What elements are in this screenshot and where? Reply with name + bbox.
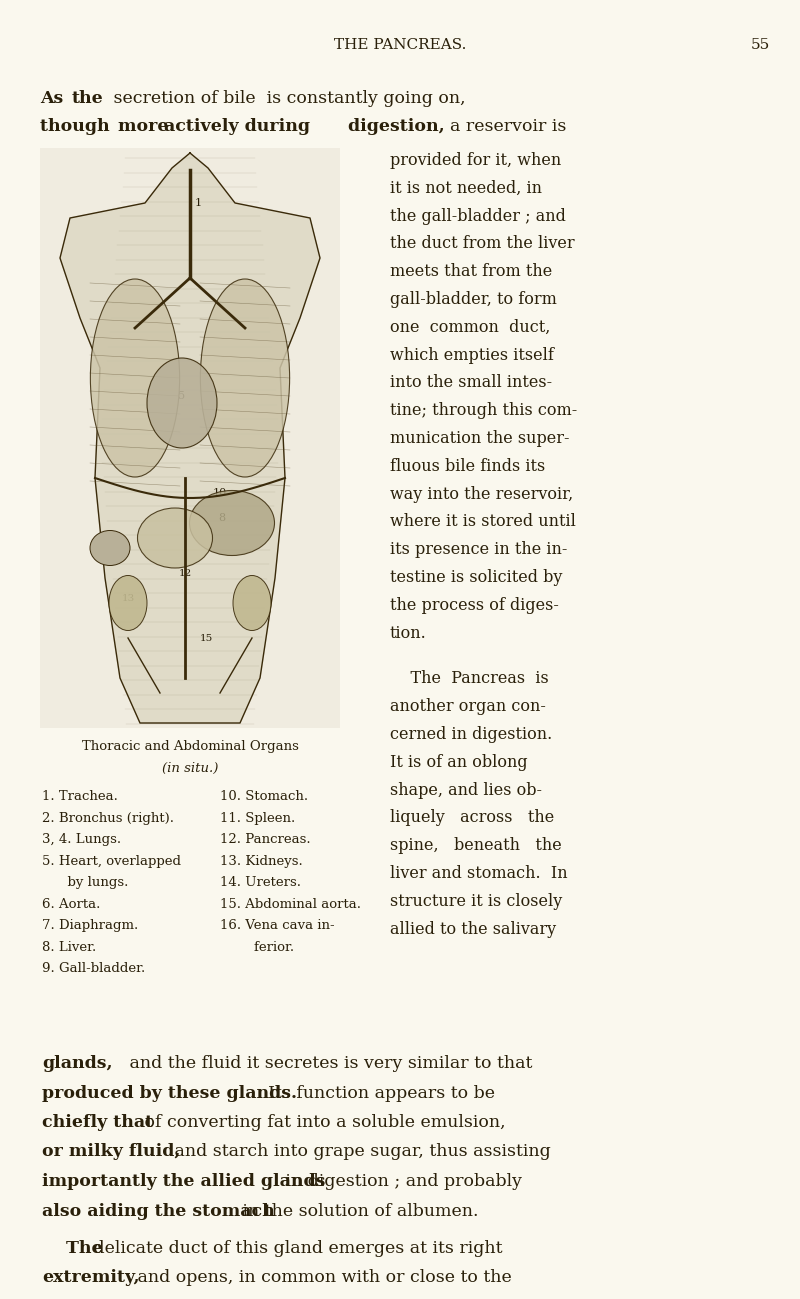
Text: It is of an oblong: It is of an oblong bbox=[390, 753, 528, 770]
Polygon shape bbox=[60, 153, 320, 724]
Text: As: As bbox=[40, 90, 70, 107]
Ellipse shape bbox=[200, 279, 290, 477]
Text: of converting fat into a soluble emulsion,: of converting fat into a soluble emulsio… bbox=[139, 1115, 506, 1131]
Text: its presence in the in-: its presence in the in- bbox=[390, 542, 567, 559]
Text: Its function appears to be: Its function appears to be bbox=[257, 1085, 495, 1102]
Text: 11. Spleen.: 11. Spleen. bbox=[220, 812, 295, 825]
Text: 6. Aorta.: 6. Aorta. bbox=[42, 898, 100, 911]
Text: tion.: tion. bbox=[390, 625, 426, 642]
Text: the gall-bladder ; and: the gall-bladder ; and bbox=[390, 208, 566, 225]
Text: 2. Bronchus (right).: 2. Bronchus (right). bbox=[42, 812, 174, 825]
Ellipse shape bbox=[233, 575, 271, 630]
Text: 14. Ureters.: 14. Ureters. bbox=[220, 876, 301, 889]
Text: also aiding the stomach: also aiding the stomach bbox=[42, 1203, 274, 1220]
Text: tine; through this com-: tine; through this com- bbox=[390, 403, 578, 420]
Text: the duct from the liver: the duct from the liver bbox=[390, 235, 574, 252]
Text: extremity,: extremity, bbox=[42, 1269, 140, 1286]
Text: THE PANCREAS.: THE PANCREAS. bbox=[334, 38, 466, 52]
Text: gall-bladder, to form: gall-bladder, to form bbox=[390, 291, 557, 308]
Ellipse shape bbox=[109, 575, 147, 630]
Text: liquely   across   the: liquely across the bbox=[390, 809, 554, 826]
Text: liver and stomach.  In: liver and stomach. In bbox=[390, 865, 568, 882]
Text: or milky fluid,: or milky fluid, bbox=[42, 1143, 181, 1160]
Ellipse shape bbox=[138, 508, 213, 568]
Text: 5. Heart, overlapped: 5. Heart, overlapped bbox=[42, 855, 181, 868]
Text: munication the super-: munication the super- bbox=[390, 430, 570, 447]
Text: 10. Stomach.: 10. Stomach. bbox=[220, 790, 308, 803]
Text: 15. Abdominal aorta.: 15. Abdominal aorta. bbox=[220, 898, 361, 911]
Text: 5: 5 bbox=[178, 391, 186, 401]
Text: the: the bbox=[72, 90, 104, 107]
Text: 16. Vena cava in-: 16. Vena cava in- bbox=[220, 918, 334, 931]
Text: 7. Diaphragm.: 7. Diaphragm. bbox=[42, 918, 138, 931]
Text: it is not needed, in: it is not needed, in bbox=[390, 179, 542, 197]
Text: 15: 15 bbox=[200, 634, 214, 643]
Text: spine,   beneath   the: spine, beneath the bbox=[390, 837, 562, 855]
Text: 12: 12 bbox=[178, 569, 192, 578]
Text: cerned in digestion.: cerned in digestion. bbox=[390, 726, 552, 743]
Text: 55: 55 bbox=[750, 38, 770, 52]
Text: though: though bbox=[40, 118, 116, 135]
Text: which empties itself: which empties itself bbox=[390, 347, 554, 364]
Text: and the fluid it secretes is very similar to that: and the fluid it secretes is very simila… bbox=[124, 1055, 532, 1072]
Text: 8: 8 bbox=[218, 513, 226, 523]
Text: in digestion ; and probably: in digestion ; and probably bbox=[280, 1173, 522, 1190]
Text: into the small intes-: into the small intes- bbox=[390, 374, 552, 391]
Text: allied to the salivary: allied to the salivary bbox=[390, 921, 556, 938]
Text: importantly the allied glands: importantly the allied glands bbox=[42, 1173, 326, 1190]
Ellipse shape bbox=[190, 491, 274, 556]
Text: by lungs.: by lungs. bbox=[42, 876, 128, 889]
Text: 10: 10 bbox=[213, 488, 227, 498]
Text: The  Pancreas  is: The Pancreas is bbox=[390, 670, 549, 687]
Text: 1: 1 bbox=[195, 197, 202, 208]
Text: one  common  duct,: one common duct, bbox=[390, 318, 550, 336]
Text: meets that from the: meets that from the bbox=[390, 264, 552, 281]
FancyBboxPatch shape bbox=[40, 148, 340, 727]
Text: produced by these glands.: produced by these glands. bbox=[42, 1085, 297, 1102]
Text: secretion of bile  is constantly going on,: secretion of bile is constantly going on… bbox=[108, 90, 466, 107]
Text: fluous bile finds its: fluous bile finds its bbox=[390, 457, 546, 475]
Text: 13: 13 bbox=[122, 594, 134, 603]
Text: 8. Liver.: 8. Liver. bbox=[42, 940, 96, 953]
Text: 12. Pancreas.: 12. Pancreas. bbox=[220, 833, 310, 846]
Text: The: The bbox=[42, 1241, 102, 1257]
Text: more: more bbox=[118, 118, 174, 135]
Text: actively during: actively during bbox=[164, 118, 316, 135]
Ellipse shape bbox=[90, 530, 130, 565]
Text: 1. Trachea.: 1. Trachea. bbox=[42, 790, 118, 803]
Ellipse shape bbox=[147, 359, 217, 448]
Text: way into the reservoir,: way into the reservoir, bbox=[390, 486, 574, 503]
Text: another organ con-: another organ con- bbox=[390, 698, 546, 716]
Text: delicate duct of this gland emerges at its right: delicate duct of this gland emerges at i… bbox=[88, 1241, 502, 1257]
Text: and starch into grape sugar, thus assisting: and starch into grape sugar, thus assist… bbox=[169, 1143, 550, 1160]
Text: digestion,: digestion, bbox=[348, 118, 450, 135]
Text: chiefly that: chiefly that bbox=[42, 1115, 153, 1131]
Text: the process of diges-: the process of diges- bbox=[390, 596, 559, 614]
Text: testine is solicited by: testine is solicited by bbox=[390, 569, 562, 586]
Text: ferior.: ferior. bbox=[220, 940, 294, 953]
Text: structure it is closely: structure it is closely bbox=[390, 892, 562, 909]
Text: Thoracic and Abdominal Organs: Thoracic and Abdominal Organs bbox=[82, 740, 298, 753]
Text: 3, 4. Lungs.: 3, 4. Lungs. bbox=[42, 833, 121, 846]
Text: glands,: glands, bbox=[42, 1055, 113, 1072]
Text: a reservoir is: a reservoir is bbox=[450, 118, 566, 135]
Text: (in situ.): (in situ.) bbox=[162, 763, 218, 776]
Text: shape, and lies ob-: shape, and lies ob- bbox=[390, 782, 542, 799]
Text: where it is stored until: where it is stored until bbox=[390, 513, 576, 530]
Text: and opens, in common with or close to the: and opens, in common with or close to th… bbox=[132, 1269, 512, 1286]
Text: 9. Gall-bladder.: 9. Gall-bladder. bbox=[42, 963, 146, 976]
Text: 13. Kidneys.: 13. Kidneys. bbox=[220, 855, 302, 868]
Text: in the solution of albumen.: in the solution of albumen. bbox=[237, 1203, 478, 1220]
Ellipse shape bbox=[90, 279, 180, 477]
Text: provided for it, when: provided for it, when bbox=[390, 152, 562, 169]
